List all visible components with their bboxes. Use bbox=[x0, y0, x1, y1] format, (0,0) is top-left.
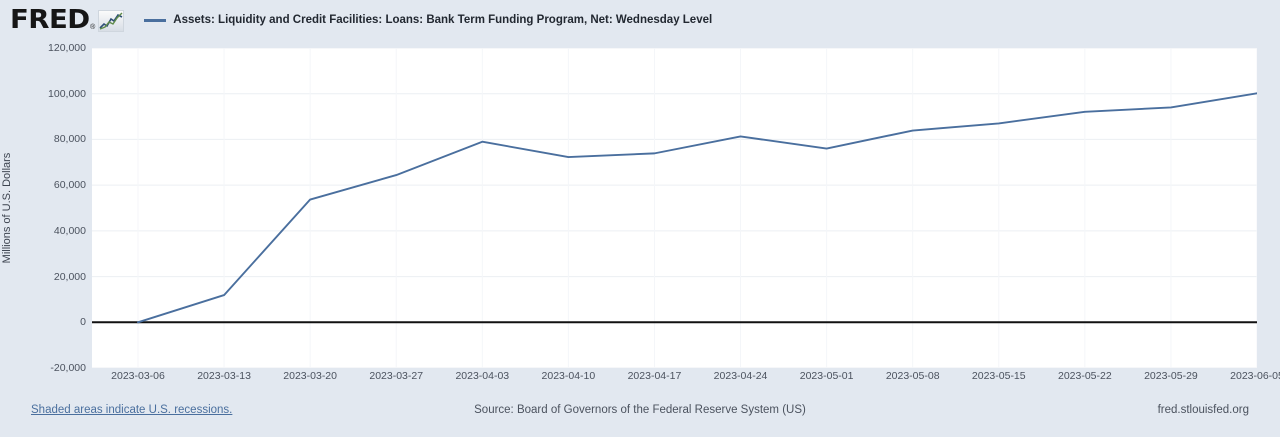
y-axis-tick-label: -20,000 bbox=[50, 362, 86, 374]
y-axis-tick-label: 120,000 bbox=[48, 42, 86, 54]
registered-trademark-icon: ® bbox=[90, 24, 96, 31]
y-axis-tick-label: 20,000 bbox=[53, 270, 86, 283]
x-axis-tick-label: 2023-04-17 bbox=[627, 370, 682, 382]
y-axis-tick-labels: 120,000 100,000 80,000 60,000 40,000 20,000 0 -… bbox=[0, 0, 86, 437]
x-axis-tick-label: 2023-04-03 bbox=[455, 370, 510, 382]
y-axis-tick-label: 40,000 bbox=[53, 224, 86, 237]
chart-footer: Shaded areas indicate U.S. recessions. S… bbox=[0, 400, 1280, 437]
chart-legend[interactable]: Assets: Liquidity and Credit Facilities:… bbox=[144, 14, 712, 26]
legend-series-label: Assets: Liquidity and Credit Facilities:… bbox=[173, 14, 713, 26]
fred-chart-glyph-icon bbox=[98, 10, 125, 32]
chart-svg bbox=[92, 48, 1257, 368]
x-axis-tick-label: 2023-05-01 bbox=[799, 370, 854, 382]
x-axis-tick-label: 2023-05-22 bbox=[1057, 370, 1112, 382]
x-axis-tick-label: 2023-05-15 bbox=[971, 370, 1026, 382]
x-axis-tick-label: 2023-03-06 bbox=[111, 370, 165, 382]
chart-x-gridlines bbox=[137, 48, 1257, 368]
x-axis-tick-label: 2023-06-05 bbox=[1230, 370, 1280, 382]
y-axis-tick-label: 100,000 bbox=[48, 87, 86, 100]
chart-series-line bbox=[137, 92, 1257, 324]
chart-header: FRED ® Assets: Liquidity and Credit Faci… bbox=[0, 0, 1280, 40]
fred-logo[interactable]: FRED ® bbox=[10, 5, 125, 35]
chart-gridlines bbox=[92, 48, 1257, 368]
y-axis-tick-label: 0 bbox=[80, 316, 86, 329]
y-axis-tick-label: 80,000 bbox=[53, 133, 86, 146]
fred-url-text: fred.stlouisfed.org bbox=[1157, 404, 1249, 416]
chart-plot-area[interactable] bbox=[92, 48, 1257, 368]
chart-source-text: Source: Board of Governors of the Federa… bbox=[474, 404, 806, 416]
x-axis-tick-label: 2023-05-29 bbox=[1144, 370, 1198, 382]
x-axis-tick-label: 2023-05-08 bbox=[885, 370, 940, 382]
y-axis-tick-label: 60,000 bbox=[53, 179, 86, 192]
recessions-note-link[interactable]: Shaded areas indicate U.S. recessions. bbox=[31, 404, 233, 416]
x-axis-tick-label: 2023-03-20 bbox=[283, 370, 337, 382]
x-axis-tick-label: 2023-04-10 bbox=[541, 370, 596, 382]
legend-line-swatch bbox=[144, 18, 167, 22]
x-axis-tick-label: 2023-03-13 bbox=[197, 370, 251, 382]
x-axis-tick-label: 2023-04-24 bbox=[713, 370, 768, 382]
x-axis-tick-labels: 2023-03-06 2023-03-13 2023-03-20 2023-03-27… bbox=[92, 370, 1280, 386]
x-axis-tick-label: 2023-03-27 bbox=[369, 370, 424, 382]
fred-logo-text: FRED bbox=[10, 5, 90, 35]
